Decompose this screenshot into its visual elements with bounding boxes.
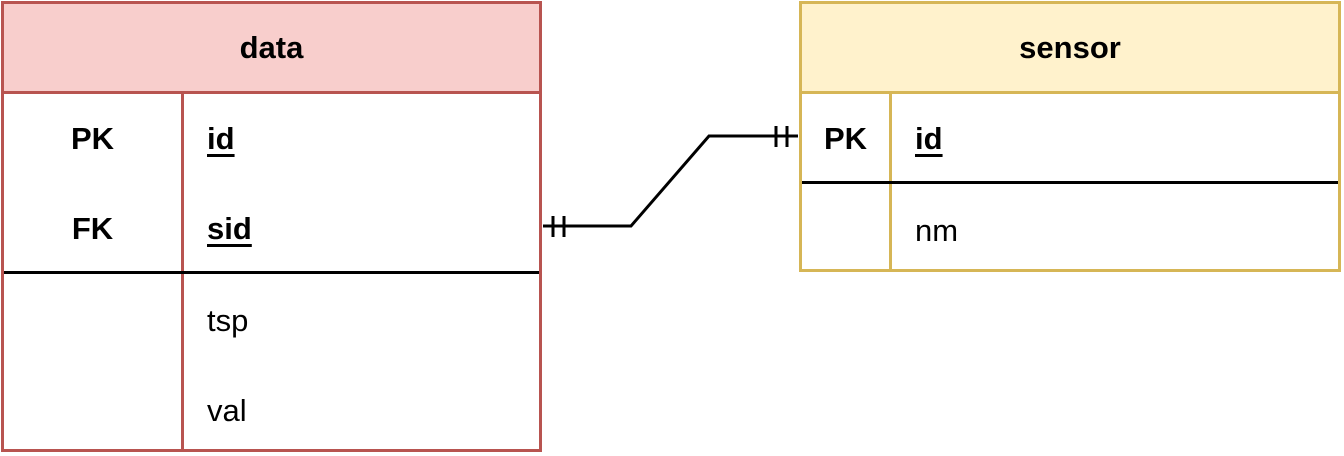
entity-data-key-divider xyxy=(4,271,539,274)
attribute-id: id xyxy=(915,121,943,156)
entity-data-row-1-attr: id xyxy=(184,94,235,184)
entity-data-table[interactable]: data PK id FK sid tsp val xyxy=(1,1,542,452)
pk-label: PK xyxy=(823,121,868,156)
entity-data-row-3-attr: tsp xyxy=(184,276,248,366)
entity-data-row-2-key: FK xyxy=(4,184,181,274)
fk-label: FK xyxy=(71,211,114,246)
attribute-sid: sid xyxy=(207,211,252,246)
entity-data-row-2-attr: sid xyxy=(184,184,252,274)
pk-label: PK xyxy=(70,121,115,156)
entity-data-row-1-key: PK xyxy=(4,94,181,184)
cardinality-one-marker-data xyxy=(551,216,566,237)
attribute-id: id xyxy=(207,121,235,156)
entity-sensor-header: sensor xyxy=(802,4,1338,94)
entity-sensor-row-1-attr: id xyxy=(892,94,943,184)
entity-data-header: data xyxy=(4,4,539,94)
entity-sensor-key-divider xyxy=(802,181,1338,184)
attribute-nm: nm xyxy=(915,213,959,248)
attribute-val: val xyxy=(207,393,247,428)
relationship-line xyxy=(543,134,798,228)
entity-sensor-title: sensor xyxy=(1019,29,1121,65)
attribute-tsp: tsp xyxy=(207,303,249,338)
entity-data-title: data xyxy=(239,29,304,65)
entity-sensor-row-2-attr: nm xyxy=(892,186,958,276)
entity-sensor-row-1-key: PK xyxy=(802,94,889,184)
cardinality-one-marker-sensor xyxy=(774,126,789,147)
entity-data-row-4-attr: val xyxy=(184,366,247,456)
entity-sensor-table[interactable]: sensor PK id nm xyxy=(799,1,1341,272)
